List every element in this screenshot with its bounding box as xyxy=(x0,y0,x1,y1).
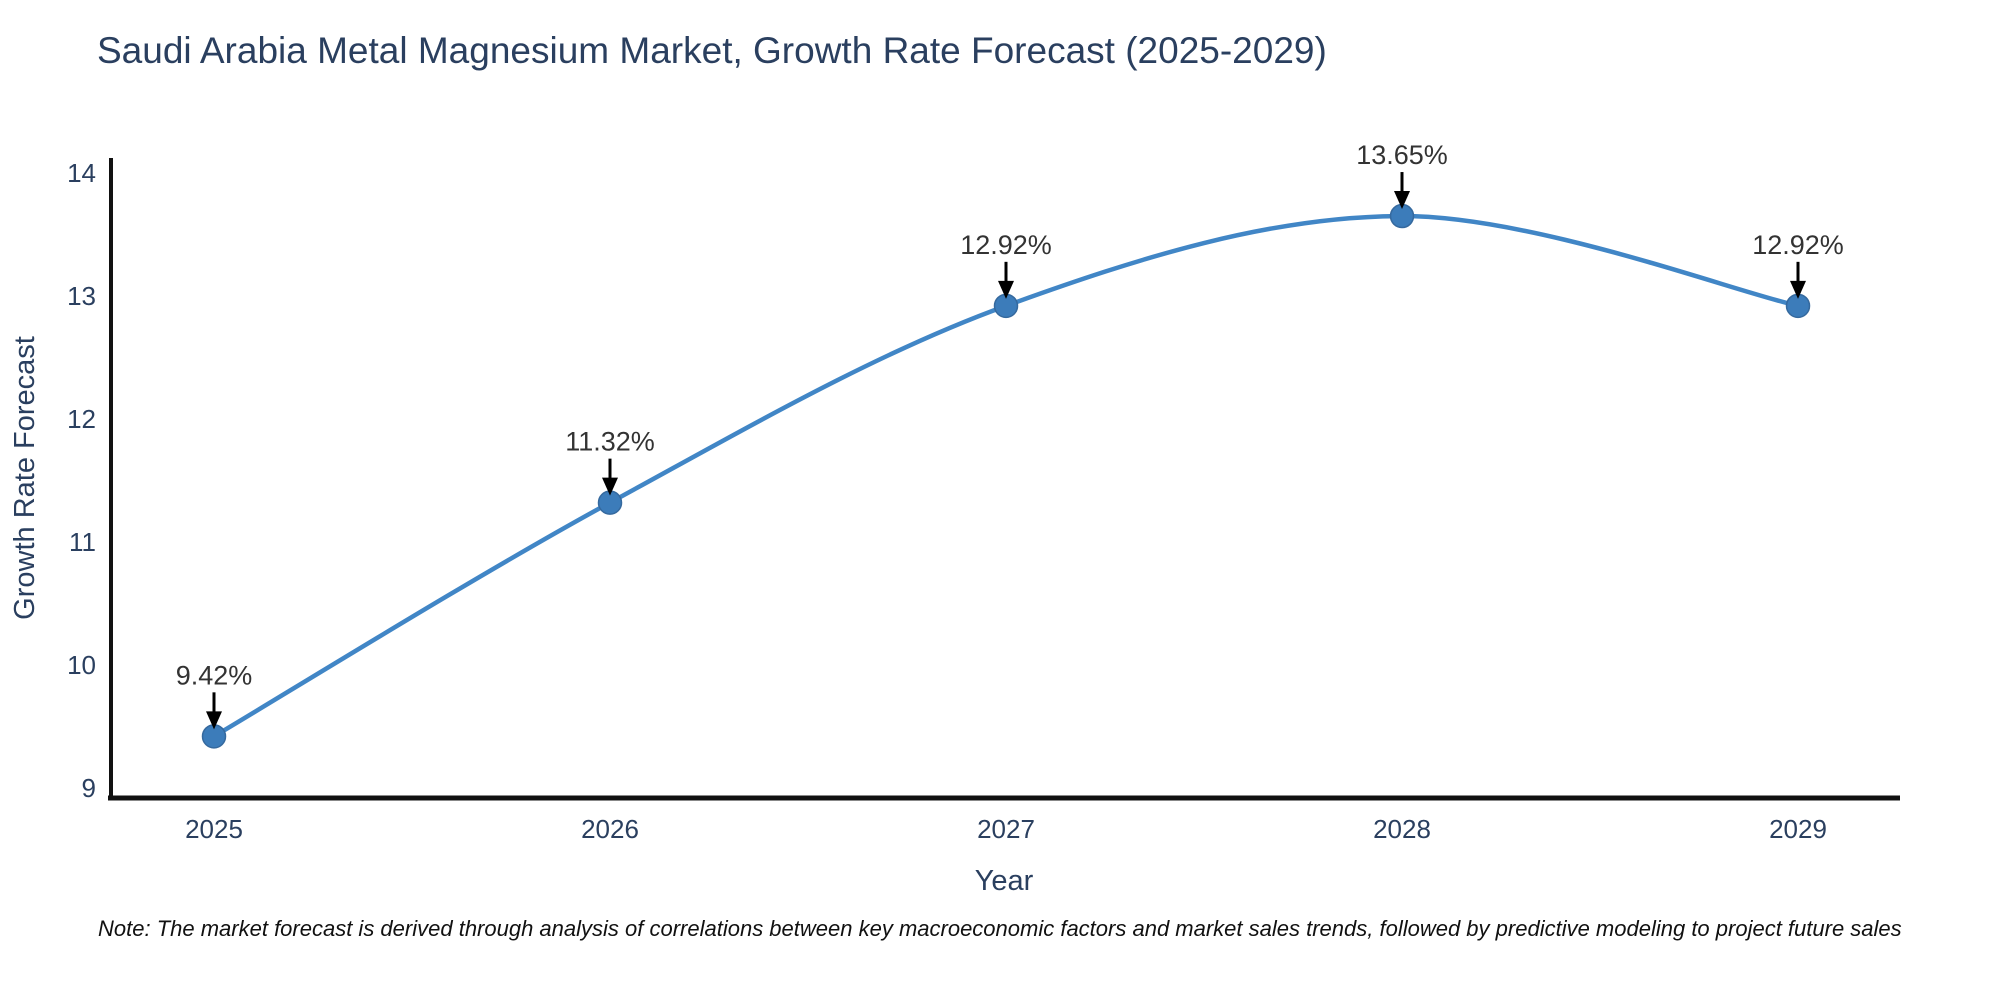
y-tick-label: 11 xyxy=(69,527,96,557)
x-axis-title: Year xyxy=(975,865,1034,897)
annotation-label: 9.42% xyxy=(176,660,253,690)
x-tick-label: 2025 xyxy=(185,814,243,844)
y-tick-label: 12 xyxy=(67,404,96,434)
annotation-arrow-head xyxy=(206,711,222,730)
footnote: Note: The market forecast is derived thr… xyxy=(98,916,1902,941)
y-axis-title: Growth Rate Forecast xyxy=(9,336,41,620)
annotation-arrow-head xyxy=(1790,280,1806,299)
annotation-label: 12.92% xyxy=(960,230,1052,260)
y-tick-label: 9 xyxy=(82,773,96,803)
x-tick-label: 2027 xyxy=(977,814,1035,844)
x-tick-label: 2028 xyxy=(1373,814,1431,844)
chart-title: Saudi Arabia Metal Magnesium Market, Gro… xyxy=(97,30,1327,71)
annotation-arrow-head xyxy=(1394,191,1410,210)
x-tick-label: 2029 xyxy=(1769,814,1827,844)
x-tick-label: 2026 xyxy=(581,814,639,844)
annotation-arrow-head xyxy=(998,280,1014,299)
annotation-arrow-head xyxy=(602,477,618,496)
y-tick-label: 10 xyxy=(67,650,96,680)
y-tick-label: 14 xyxy=(67,158,96,188)
annotation-label: 13.65% xyxy=(1356,140,1448,170)
annotation-label: 12.92% xyxy=(1752,230,1844,260)
y-tick-label: 13 xyxy=(67,281,96,311)
annotation-label: 11.32% xyxy=(565,427,655,457)
